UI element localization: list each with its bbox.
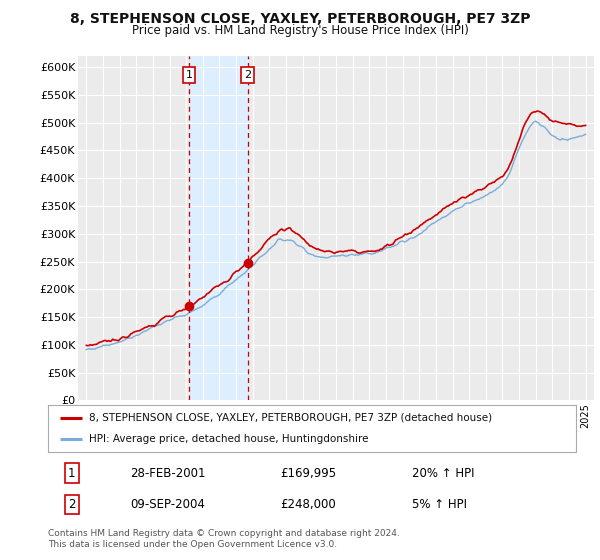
- Text: Contains HM Land Registry data © Crown copyright and database right 2024.
This d: Contains HM Land Registry data © Crown c…: [48, 529, 400, 549]
- Text: 1: 1: [68, 466, 76, 479]
- Text: 8, STEPHENSON CLOSE, YAXLEY, PETERBOROUGH, PE7 3ZP (detached house): 8, STEPHENSON CLOSE, YAXLEY, PETERBOROUG…: [89, 413, 493, 423]
- Text: £248,000: £248,000: [280, 498, 336, 511]
- Text: 2: 2: [68, 498, 76, 511]
- Text: 1: 1: [185, 70, 193, 80]
- Text: £169,995: £169,995: [280, 466, 337, 479]
- Text: 09-SEP-2004: 09-SEP-2004: [130, 498, 205, 511]
- Text: Price paid vs. HM Land Registry's House Price Index (HPI): Price paid vs. HM Land Registry's House …: [131, 24, 469, 37]
- Text: 8, STEPHENSON CLOSE, YAXLEY, PETERBOROUGH, PE7 3ZP: 8, STEPHENSON CLOSE, YAXLEY, PETERBOROUG…: [70, 12, 530, 26]
- Text: 28-FEB-2001: 28-FEB-2001: [130, 466, 205, 479]
- Bar: [189, 56, 248, 400]
- Text: HPI: Average price, detached house, Huntingdonshire: HPI: Average price, detached house, Hunt…: [89, 435, 368, 445]
- Text: 5% ↑ HPI: 5% ↑ HPI: [412, 498, 467, 511]
- Text: 2: 2: [244, 70, 251, 80]
- Text: 20% ↑ HPI: 20% ↑ HPI: [412, 466, 475, 479]
